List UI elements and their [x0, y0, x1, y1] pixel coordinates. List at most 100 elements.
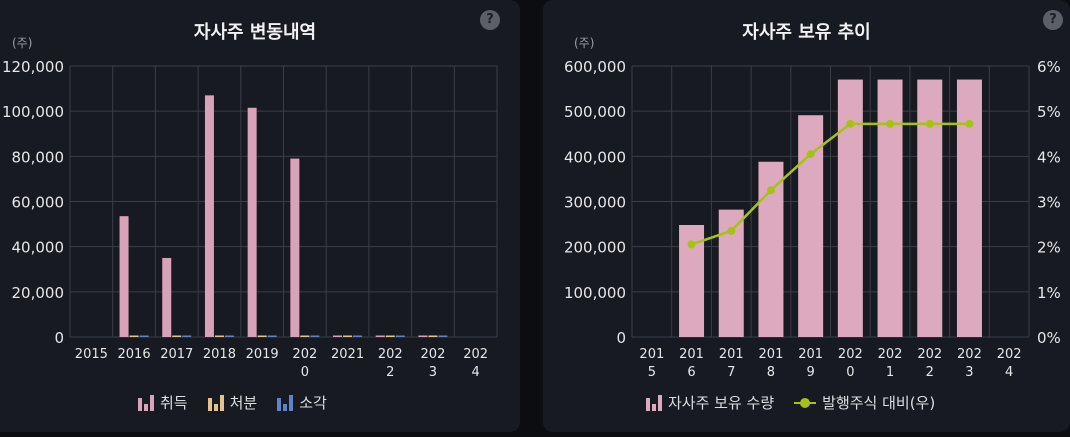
bar-dispose — [214, 335, 224, 337]
x-tick-label: 202 — [463, 347, 488, 362]
bar-dispose — [428, 335, 438, 337]
x-tick-label: 4 — [1005, 365, 1013, 380]
bar-dispose — [385, 335, 395, 337]
legend-item-acquire[interactable]: 취득 — [138, 392, 188, 413]
y-tick-label: 120,000 — [2, 58, 64, 76]
y2-tick-label: 5% — [1037, 103, 1061, 121]
legend-label-ratio: 발행주식 대비(우) — [822, 394, 936, 412]
x-tick-label: 0 — [301, 365, 309, 380]
x-tick-label: 202 — [838, 347, 863, 362]
ratio-point — [925, 119, 934, 128]
bar-retire — [353, 335, 363, 337]
y2-tick-label: 2% — [1037, 239, 1061, 257]
y-tick-label: 60,000 — [12, 194, 65, 212]
bar-acquire — [375, 335, 385, 337]
y2-tick-label: 1% — [1037, 284, 1061, 302]
x-tick-label: 6 — [687, 365, 695, 380]
y-tick-label: 20,000 — [12, 284, 65, 302]
x-tick-label: 3 — [965, 365, 973, 380]
y2-tick-label: 3% — [1037, 194, 1061, 212]
bar-acquire — [333, 335, 343, 337]
left-help-icon[interactable]: ? — [480, 10, 500, 30]
x-tick-label: 2016 — [118, 347, 151, 362]
y2-tick-label: 6% — [1037, 58, 1061, 76]
x-tick-label: 201 — [719, 347, 744, 362]
y-tick-label: 40,000 — [12, 239, 65, 257]
bar-dispose — [343, 335, 353, 337]
left-chart-legend: 취득 처분 소각 — [138, 392, 327, 413]
bar-holding — [956, 79, 982, 338]
bar-holding — [917, 79, 943, 338]
y2-tick-label: 4% — [1037, 148, 1061, 166]
x-tick-label: 202 — [378, 347, 403, 362]
bar-retire — [310, 335, 320, 337]
x-tick-label: 2019 — [246, 347, 279, 362]
x-tick-label: 2017 — [160, 347, 193, 362]
x-tick-label: 202 — [421, 347, 446, 362]
x-tick-label: 2015 — [75, 347, 108, 362]
ratio-point — [965, 119, 974, 128]
legend-label-holding: 자사주 보유 수량 — [668, 394, 775, 412]
y-tick-label: 0 — [616, 329, 626, 347]
ratio-point — [886, 119, 895, 128]
bar-legend-icon — [277, 394, 294, 411]
ratio-line — [691, 122, 970, 246]
y-tick-label: 400,000 — [564, 148, 626, 166]
ratio-point — [687, 240, 696, 249]
x-tick-label: 202 — [878, 347, 903, 362]
x-tick-label: 3 — [429, 365, 437, 380]
bar-acquire — [162, 257, 172, 337]
x-tick-label: 202 — [997, 347, 1022, 362]
bar-retire — [395, 335, 405, 337]
ratio-point — [846, 119, 855, 128]
x-tick-label: 202 — [292, 347, 317, 362]
left-chart-svg: 0 20,000 40,000 60,000 80,000 100,000 120,000 2… — [2, 58, 498, 380]
x-tick-label: 202 — [917, 347, 942, 362]
bar-retire — [182, 335, 192, 337]
x-tick-label: 201 — [798, 347, 823, 362]
y-tick-label: 100,000 — [564, 284, 626, 302]
bar-holding — [837, 79, 863, 338]
bar-acquire — [290, 158, 300, 337]
legend-item-retire[interactable]: 소각 — [277, 392, 327, 413]
y-tick-label: 100,000 — [2, 103, 64, 121]
left-chart-title: 자사주 변동내역 — [193, 22, 317, 43]
line-legend-icon — [794, 396, 817, 410]
bar-legend-icon — [646, 394, 662, 411]
x-tick-label: 5 — [648, 365, 656, 380]
right-chart-panel: 자사주 보유 추이 ? (주) 0 100,000 200,000 300,000 40… — [543, 0, 1070, 432]
y2-tick-label: 0% — [1037, 329, 1061, 347]
legend-item-holding[interactable]: 자사주 보유 수량 — [646, 392, 774, 413]
legend-label-acquire: 취득 — [160, 394, 188, 412]
bar-holding — [877, 79, 903, 338]
x-tick-label: 201 — [679, 347, 704, 362]
right-chart-svg: 0 100,000 200,000 300,000 400,000 500,000 600,… — [564, 58, 1061, 380]
bar-retire — [139, 335, 149, 337]
right-help-icon[interactable]: ? — [1043, 10, 1063, 30]
y-tick-label: 200,000 — [564, 239, 626, 257]
legend-label-dispose: 처분 — [229, 394, 258, 412]
x-tick-label: 7 — [727, 365, 735, 380]
x-tick-label: 201 — [639, 347, 664, 362]
x-tick-label: 0 — [846, 365, 854, 380]
bar-legend-icon — [138, 394, 154, 411]
ratio-point — [727, 226, 736, 235]
bar-legend-icon — [207, 394, 224, 411]
right-chart-legend: 자사주 보유 수량 발행주식 대비(우) — [646, 392, 935, 413]
x-tick-label: 8 — [767, 365, 775, 380]
x-tick-label: 2 — [386, 365, 394, 380]
legend-item-ratio[interactable]: 발행주식 대비(우) — [794, 392, 935, 413]
x-tick-label: 2018 — [203, 347, 236, 362]
legend-item-dispose[interactable]: 처분 — [207, 392, 258, 413]
x-tick-label: 201 — [759, 347, 784, 362]
x-tick-label: 9 — [807, 365, 815, 380]
x-tick-label: 2021 — [331, 347, 364, 362]
bar-dispose — [257, 335, 267, 337]
bar-retire — [267, 335, 277, 337]
y-tick-label: 600,000 — [564, 58, 626, 76]
x-tick-label: 2 — [926, 365, 934, 380]
y-tick-label: 80,000 — [12, 148, 65, 166]
left-unit-label: (주) — [12, 36, 33, 50]
y-tick-label: 0 — [54, 329, 64, 347]
ratio-point — [766, 186, 775, 195]
